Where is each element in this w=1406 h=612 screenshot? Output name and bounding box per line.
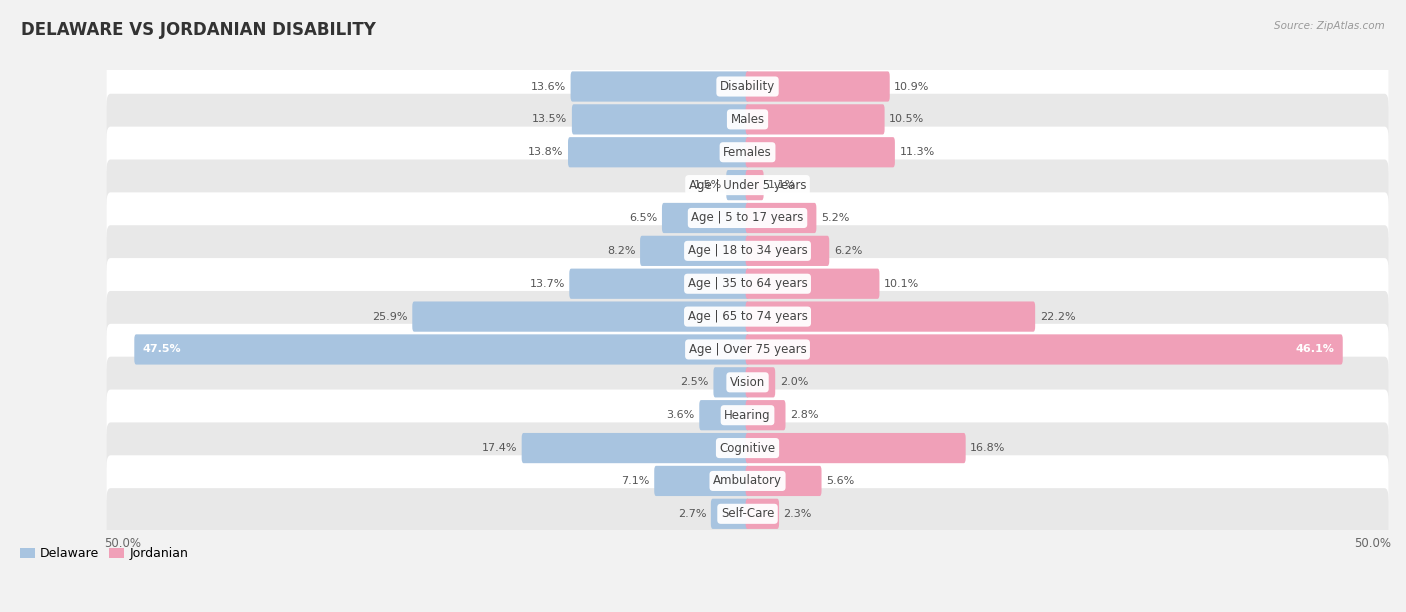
FancyBboxPatch shape — [107, 455, 1389, 507]
Text: 5.2%: 5.2% — [821, 213, 849, 223]
Text: 50.0%: 50.0% — [104, 537, 141, 550]
FancyBboxPatch shape — [107, 127, 1389, 178]
Text: Age | Over 75 years: Age | Over 75 years — [689, 343, 807, 356]
FancyBboxPatch shape — [745, 137, 894, 167]
FancyBboxPatch shape — [745, 334, 1343, 365]
Text: 13.8%: 13.8% — [529, 147, 564, 157]
FancyBboxPatch shape — [745, 400, 786, 430]
FancyBboxPatch shape — [107, 192, 1389, 244]
Text: 2.5%: 2.5% — [681, 378, 709, 387]
FancyBboxPatch shape — [699, 400, 749, 430]
FancyBboxPatch shape — [711, 499, 749, 529]
Text: 10.1%: 10.1% — [884, 278, 920, 289]
FancyBboxPatch shape — [640, 236, 749, 266]
Text: Disability: Disability — [720, 80, 775, 93]
Text: 7.1%: 7.1% — [621, 476, 650, 486]
Text: DELAWARE VS JORDANIAN DISABILITY: DELAWARE VS JORDANIAN DISABILITY — [21, 21, 375, 39]
FancyBboxPatch shape — [572, 104, 749, 135]
FancyBboxPatch shape — [745, 269, 879, 299]
FancyBboxPatch shape — [107, 390, 1389, 441]
Text: 10.9%: 10.9% — [894, 81, 929, 92]
Text: 25.9%: 25.9% — [373, 312, 408, 321]
Text: 13.5%: 13.5% — [531, 114, 568, 124]
FancyBboxPatch shape — [135, 334, 749, 365]
Text: 13.7%: 13.7% — [530, 278, 565, 289]
Text: 6.5%: 6.5% — [630, 213, 658, 223]
FancyBboxPatch shape — [745, 433, 966, 463]
Text: Vision: Vision — [730, 376, 765, 389]
FancyBboxPatch shape — [745, 302, 1035, 332]
FancyBboxPatch shape — [568, 137, 749, 167]
Text: 8.2%: 8.2% — [607, 246, 636, 256]
FancyBboxPatch shape — [745, 367, 775, 397]
Text: Ambulatory: Ambulatory — [713, 474, 782, 487]
FancyBboxPatch shape — [745, 466, 821, 496]
Text: 1.5%: 1.5% — [693, 180, 721, 190]
FancyBboxPatch shape — [745, 104, 884, 135]
Text: 1.1%: 1.1% — [768, 180, 796, 190]
FancyBboxPatch shape — [107, 61, 1389, 112]
FancyBboxPatch shape — [107, 291, 1389, 342]
Text: Males: Males — [731, 113, 765, 126]
Text: 6.2%: 6.2% — [834, 246, 862, 256]
FancyBboxPatch shape — [745, 203, 817, 233]
FancyBboxPatch shape — [745, 236, 830, 266]
FancyBboxPatch shape — [745, 72, 890, 102]
FancyBboxPatch shape — [745, 499, 779, 529]
FancyBboxPatch shape — [727, 170, 749, 200]
Text: 16.8%: 16.8% — [970, 443, 1005, 453]
FancyBboxPatch shape — [107, 258, 1389, 309]
Text: 2.0%: 2.0% — [780, 378, 808, 387]
Text: Cognitive: Cognitive — [720, 442, 776, 455]
FancyBboxPatch shape — [571, 72, 749, 102]
Legend: Delaware, Jordanian: Delaware, Jordanian — [15, 542, 193, 565]
Text: 2.7%: 2.7% — [678, 509, 706, 519]
Text: 17.4%: 17.4% — [482, 443, 517, 453]
Text: Hearing: Hearing — [724, 409, 770, 422]
FancyBboxPatch shape — [745, 170, 763, 200]
Text: Source: ZipAtlas.com: Source: ZipAtlas.com — [1274, 21, 1385, 31]
Text: 22.2%: 22.2% — [1039, 312, 1076, 321]
FancyBboxPatch shape — [107, 422, 1389, 474]
Text: Age | 65 to 74 years: Age | 65 to 74 years — [688, 310, 807, 323]
FancyBboxPatch shape — [412, 302, 749, 332]
FancyBboxPatch shape — [107, 94, 1389, 145]
Text: 2.3%: 2.3% — [783, 509, 811, 519]
Text: 47.5%: 47.5% — [142, 345, 181, 354]
Text: 11.3%: 11.3% — [900, 147, 935, 157]
Text: Age | 35 to 64 years: Age | 35 to 64 years — [688, 277, 807, 290]
Text: 2.8%: 2.8% — [790, 410, 818, 420]
Text: 46.1%: 46.1% — [1295, 345, 1334, 354]
FancyBboxPatch shape — [569, 269, 749, 299]
Text: Age | 18 to 34 years: Age | 18 to 34 years — [688, 244, 807, 258]
Text: 13.6%: 13.6% — [531, 81, 567, 92]
FancyBboxPatch shape — [713, 367, 749, 397]
FancyBboxPatch shape — [107, 488, 1389, 539]
FancyBboxPatch shape — [662, 203, 749, 233]
FancyBboxPatch shape — [522, 433, 749, 463]
Text: Age | 5 to 17 years: Age | 5 to 17 years — [692, 212, 804, 225]
FancyBboxPatch shape — [107, 357, 1389, 408]
Text: 10.5%: 10.5% — [889, 114, 924, 124]
Text: Age | Under 5 years: Age | Under 5 years — [689, 179, 806, 192]
Text: 50.0%: 50.0% — [1354, 537, 1391, 550]
FancyBboxPatch shape — [107, 324, 1389, 375]
Text: 5.6%: 5.6% — [827, 476, 855, 486]
Text: Females: Females — [723, 146, 772, 159]
FancyBboxPatch shape — [654, 466, 749, 496]
Text: 3.6%: 3.6% — [666, 410, 695, 420]
Text: Self-Care: Self-Care — [721, 507, 775, 520]
FancyBboxPatch shape — [107, 225, 1389, 277]
FancyBboxPatch shape — [107, 160, 1389, 211]
